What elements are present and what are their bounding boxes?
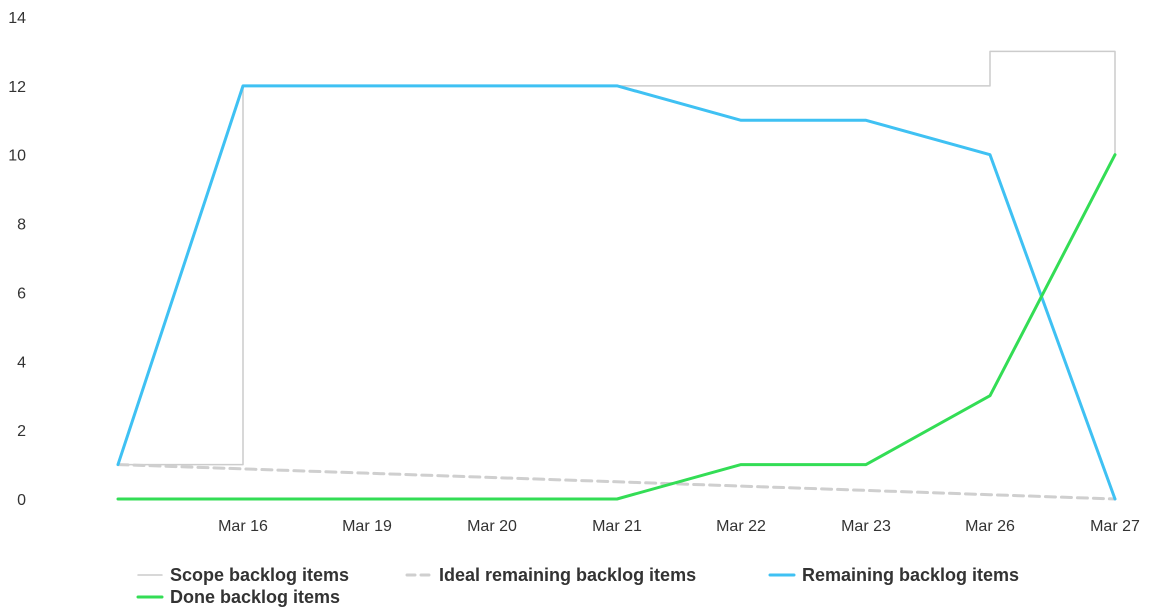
series-line-remaining-backlog-items [116, 84, 1117, 501]
y-tick-label: 10 [8, 148, 26, 165]
y-axis-ticks: 0 2 4 6 8 10 12 14 [8, 10, 26, 509]
y-tick-label: 14 [8, 10, 26, 27]
y-tick-label: 0 [17, 492, 26, 509]
x-tick-label: Mar 21 [592, 518, 642, 535]
y-tick-label: 12 [8, 79, 26, 96]
x-tick-label: Mar 16 [218, 518, 268, 535]
series-lines [116, 50, 1117, 501]
y-tick-label: 8 [17, 217, 26, 234]
x-tick-label: Mar 23 [841, 518, 891, 535]
x-tick-label: Mar 26 [965, 518, 1015, 535]
x-axis-ticks: Mar 16 Mar 19 Mar 20 Mar 21 Mar 22 Mar 23 Mar … [218, 518, 1140, 535]
y-tick-label: 4 [17, 354, 26, 371]
legend-item-label[interactable]: Scope backlog items [170, 565, 349, 585]
series-line-scope-backlog-items [117, 50, 1116, 466]
legend-item-label[interactable]: Remaining backlog items [802, 565, 1019, 585]
series-line-done-backlog-items [116, 153, 1117, 501]
x-tick-label: Mar 19 [342, 518, 392, 535]
legend-item-label[interactable]: Ideal remaining backlog items [439, 565, 696, 585]
x-tick-label: Mar 27 [1090, 518, 1140, 535]
x-tick-label: Mar 20 [467, 518, 517, 535]
y-tick-label: 6 [17, 285, 26, 302]
x-tick-label: Mar 22 [716, 518, 766, 535]
legend: Scope backlog items Ideal remaining backl… [136, 565, 1019, 607]
y-tick-label: 2 [17, 423, 26, 440]
series-line-ideal-remaining-backlog-items [116, 463, 1117, 501]
legend-item-label[interactable]: Done backlog items [170, 587, 340, 607]
